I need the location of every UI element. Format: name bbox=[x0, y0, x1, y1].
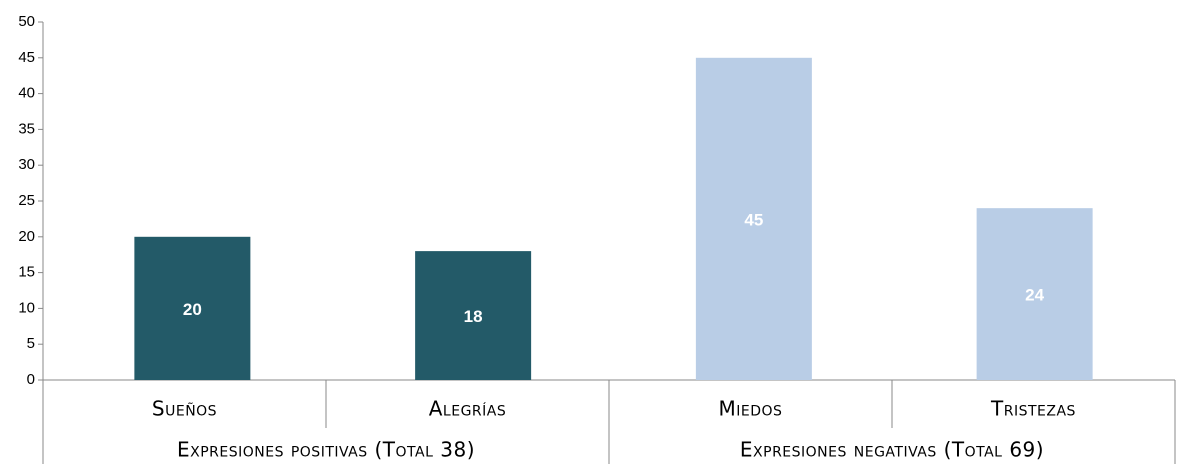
value-label: 20 bbox=[183, 300, 202, 319]
x-tick-label: Miedos bbox=[719, 397, 783, 421]
x-tick-label: Alegrías bbox=[429, 397, 507, 421]
bar bbox=[415, 251, 532, 380]
bar bbox=[976, 208, 1093, 380]
group-label: Expresiones negativas (Total 69) bbox=[740, 438, 1044, 462]
y-tick-label: 0 bbox=[27, 371, 35, 388]
value-label: 45 bbox=[744, 210, 763, 229]
y-tick-label: 35 bbox=[18, 120, 35, 137]
y-tick-label: 25 bbox=[18, 192, 35, 209]
bar bbox=[134, 236, 251, 380]
y-tick-label: 20 bbox=[18, 228, 35, 245]
x-tick-label: Tristezas bbox=[990, 397, 1076, 421]
y-tick-label: 40 bbox=[18, 85, 35, 102]
y-tick-label: 50 bbox=[18, 13, 35, 30]
y-tick-label: 30 bbox=[18, 156, 35, 173]
y-tick-label: 10 bbox=[18, 299, 35, 316]
x-tick-label: Sueños bbox=[152, 397, 217, 421]
bar bbox=[695, 57, 812, 381]
value-label: 24 bbox=[1025, 286, 1044, 305]
value-label: 18 bbox=[464, 307, 483, 326]
y-tick-label: 5 bbox=[27, 335, 35, 352]
y-tick-label: 15 bbox=[18, 264, 35, 281]
y-tick-label: 45 bbox=[18, 49, 35, 66]
group-label: Expresiones positivas (Total 38) bbox=[177, 438, 475, 462]
